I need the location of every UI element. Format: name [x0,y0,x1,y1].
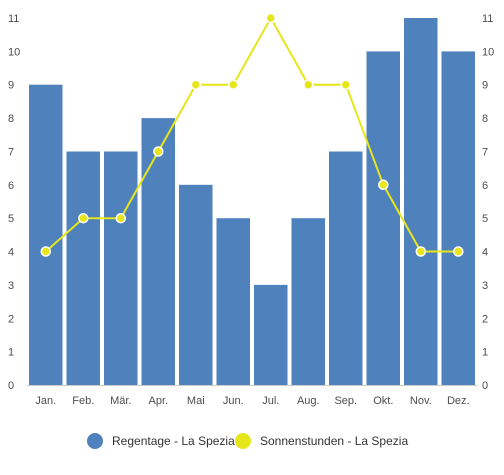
y-tick-left: 3 [8,280,14,292]
x-tick-label: Jul. [262,395,279,407]
legend-item-1[interactable]: Regentage - La Spezia [87,433,235,449]
x-tick-label: Dez. [447,395,470,407]
y-tick-left: 7 [8,147,14,159]
line-point-2[interactable] [78,212,89,224]
bar-11[interactable] [404,18,438,385]
bar-1[interactable] [29,84,63,385]
y-tick-right: 3 [482,280,488,292]
y-tick-right: 4 [482,247,488,259]
y-tick-left: 6 [8,180,14,192]
bar-3[interactable] [104,151,138,386]
y-tick-right: 1 [482,347,488,359]
legend[interactable]: Regentage - La Spezia Sonnenstunden - La … [87,433,408,449]
y-tick-left: 0 [8,380,14,392]
line-layer [40,12,464,257]
bar-5[interactable] [179,184,213,385]
x-tick-label: Mär. [110,395,131,407]
bar-9[interactable] [329,151,363,386]
legend-item-2[interactable]: Sonnenstunden - La Spezia [235,433,408,449]
legend-label: Regentage - La Spezia [112,434,235,448]
line-point-8[interactable] [303,79,314,90]
y-tick-left: 11 [8,13,19,25]
legend-label: Sonnenstunden - La Spezia [260,434,408,448]
y-tick-right: 8 [482,113,488,125]
bar-12[interactable] [441,51,476,386]
bars-layer [29,18,476,386]
y-tick-left: 5 [8,213,14,225]
y-tick-left: 1 [8,347,14,359]
y-tick-right: 0 [482,380,488,392]
y-tick-left: 2 [8,313,14,325]
y-tick-left: 4 [8,247,14,259]
y-tick-right: 10 [482,46,494,58]
x-tick-label: Apr. [149,395,169,407]
line-point-5[interactable] [190,79,202,90]
y-tick-left: 9 [8,80,14,92]
line-point-1[interactable] [40,246,52,257]
x-tick-label: Feb. [72,395,94,407]
y-tick-left: 10 [8,46,20,58]
bar-2[interactable] [66,151,101,386]
y-tick-left: 8 [8,113,14,125]
line-point-3[interactable] [115,212,127,224]
bar-10[interactable] [366,51,401,386]
x-tick-label: Mai [187,395,205,407]
x-tick-label: Okt. [373,395,393,407]
series-line [45,15,459,253]
y-tick-right: 6 [482,180,488,192]
legend-marker [87,433,103,449]
y-tick-right: 7 [482,147,488,159]
y-tick-right: 9 [482,80,488,92]
bar-7[interactable] [254,284,288,385]
y-tick-right: 2 [482,313,488,325]
bar-6[interactable] [216,218,251,385]
line-point-10[interactable] [378,179,389,191]
line-point-12[interactable] [453,246,464,257]
y-tick-right: 11 [482,13,493,25]
line-point-6[interactable] [228,79,239,90]
legend-marker [235,433,251,449]
x-tick-label: Jan. [35,395,56,407]
line-point-4[interactable] [153,146,164,157]
line-point-11[interactable] [415,246,427,257]
x-tick-label: Aug. [297,395,320,407]
bar-4[interactable] [141,118,176,385]
bar-8[interactable] [291,218,326,385]
y-tick-right: 5 [482,213,488,225]
x-tick-label: Nov. [410,395,432,407]
line-point-9[interactable] [340,79,352,90]
x-tick-label: Jun. [223,395,244,407]
line-point-7[interactable] [265,12,277,24]
x-tick-label: Sep. [334,395,357,407]
